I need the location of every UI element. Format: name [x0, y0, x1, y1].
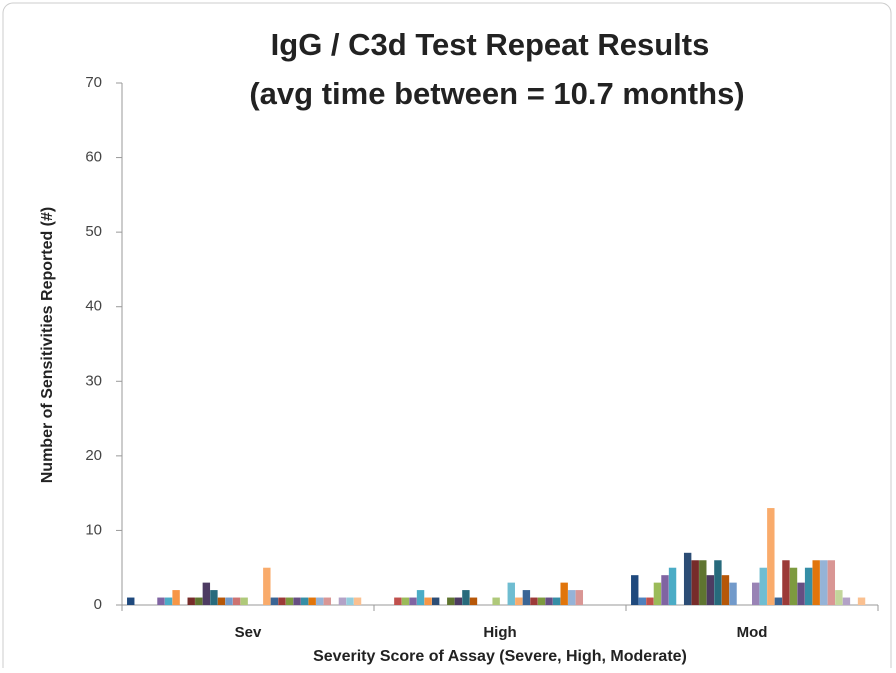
bar [683, 552, 692, 605]
bar [507, 582, 515, 605]
y-tick-label: 40 [85, 298, 102, 315]
bar [164, 597, 173, 605]
x-tick-label: High [483, 624, 516, 641]
y-tick-label: 30 [85, 372, 102, 389]
bar [263, 567, 271, 605]
bar [210, 590, 218, 605]
bar [492, 597, 500, 605]
bar [729, 582, 737, 605]
bar [522, 590, 531, 605]
bar [202, 582, 211, 605]
bar [431, 597, 440, 605]
bar [638, 597, 647, 605]
bar [285, 597, 294, 605]
bar [752, 582, 760, 605]
bar [278, 597, 286, 605]
bar [668, 567, 677, 605]
bar [225, 597, 233, 605]
bar [820, 560, 828, 605]
bar [653, 582, 662, 605]
bar [812, 560, 820, 605]
bar [568, 590, 576, 605]
y-tick-label: 50 [85, 223, 102, 240]
bar [560, 582, 568, 605]
bar [691, 560, 699, 605]
bar [537, 597, 546, 605]
bar [827, 560, 836, 605]
bar [706, 575, 715, 605]
bar [323, 597, 332, 605]
bar [835, 590, 843, 605]
bar [195, 597, 203, 605]
bar [416, 590, 425, 605]
bar [394, 597, 402, 605]
y-tick-label: 20 [85, 447, 102, 464]
y-tick-label: 70 [85, 74, 102, 91]
bar [782, 560, 790, 605]
x-tick-label: Mod [737, 624, 768, 641]
bar [172, 590, 180, 605]
bar [721, 575, 730, 605]
bar [804, 567, 813, 605]
bar [401, 597, 410, 605]
bar [545, 597, 553, 605]
bar [409, 597, 417, 605]
bar [157, 597, 165, 605]
bar [857, 597, 866, 605]
bar [552, 597, 561, 605]
y-tick-label: 0 [94, 596, 102, 613]
bar [469, 597, 478, 605]
bar [774, 597, 783, 605]
bar [631, 575, 639, 605]
bar [316, 597, 324, 605]
bar [232, 597, 241, 605]
bar [187, 597, 195, 605]
y-tick-label: 60 [85, 149, 102, 166]
bar [767, 508, 775, 605]
bar [759, 567, 767, 605]
bar [293, 597, 301, 605]
y-axis-label: Number of Sensitivities Reported (#) [39, 207, 56, 484]
bar [308, 597, 316, 605]
bar [338, 597, 347, 605]
bar [454, 597, 463, 605]
bar [530, 597, 538, 605]
chart-subtitle: (avg time between = 10.7 months) [249, 76, 744, 111]
bar [699, 560, 707, 605]
x-axis-label: Severity Score of Assay (Severe, High, M… [313, 648, 687, 665]
x-tick-label: Sev [235, 624, 262, 641]
bar [515, 597, 523, 605]
bar [447, 597, 455, 605]
bar [300, 597, 309, 605]
bar [346, 597, 354, 605]
bar [217, 597, 226, 605]
bar [842, 597, 851, 605]
bar [661, 575, 669, 605]
chart-title: IgG / C3d Test Repeat Results [271, 27, 710, 62]
bar [424, 597, 432, 605]
bar [646, 597, 654, 605]
bar [127, 597, 135, 605]
bar [270, 597, 279, 605]
bar [353, 597, 362, 605]
bar [797, 582, 805, 605]
y-tick-label: 10 [85, 521, 102, 538]
bar [714, 560, 722, 605]
bar [575, 590, 584, 605]
bar [789, 567, 798, 605]
bar [462, 590, 470, 605]
bar [240, 597, 248, 605]
